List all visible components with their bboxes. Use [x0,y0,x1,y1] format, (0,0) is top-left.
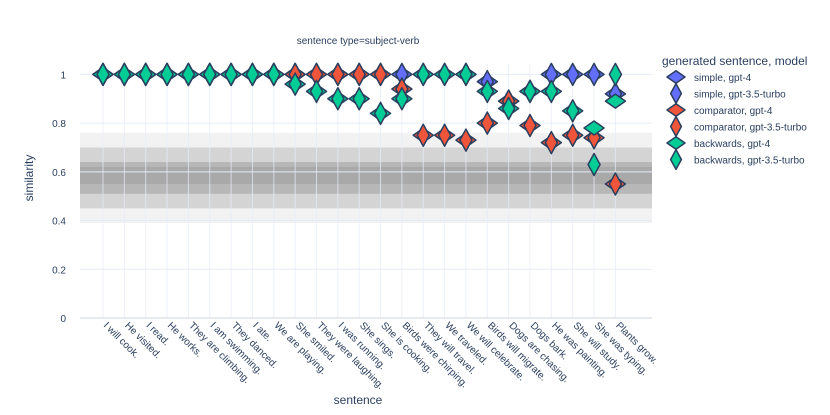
data-point[interactable] [160,62,174,87]
data-point[interactable] [437,123,452,148]
data-point[interactable] [373,101,388,126]
data-point[interactable] [480,79,495,104]
chart-title: sentence type=subject-verb [297,36,420,47]
y-tick-label: 0.8 [52,119,66,130]
y-tick-label: 0 [60,314,66,325]
x-axis-title: sentence [334,393,383,407]
data-point[interactable] [203,62,217,87]
data-point[interactable] [352,62,366,87]
legend-label: backwards, gpt-3.5-turbo [694,156,805,167]
data-point[interactable] [459,128,473,152]
data-point[interactable] [373,62,388,87]
reference-bands [80,132,652,223]
data-point[interactable] [544,130,559,155]
y-tick-label: 0.4 [52,217,66,228]
data-point[interactable] [309,79,324,104]
data-point[interactable] [480,111,495,135]
data-point[interactable] [288,72,302,96]
data-point[interactable] [267,62,281,87]
data-point[interactable] [224,62,238,87]
data-point[interactable] [523,113,537,138]
legend-label: backwards, gpt-4 [694,139,771,150]
y-tick-label: 0.2 [52,265,66,276]
data-point[interactable] [395,86,409,111]
data-marks [92,62,627,196]
data-point[interactable] [138,62,153,87]
data-point[interactable] [587,152,601,177]
legend-title: generated sentence, model [662,54,807,68]
data-point[interactable] [608,172,623,196]
y-tick-label: 0.6 [52,168,66,179]
legend-items: simple, gpt-4 simple, gpt-3.5-turbo compar… [666,69,807,171]
legend-item[interactable]: backwards, gpt-3.5-turbo [669,148,805,171]
reference-band-3 [80,166,652,184]
data-point[interactable] [565,99,580,123]
legend-label: comparator, gpt-3.5-turbo [694,123,807,134]
data-point[interactable] [544,79,559,104]
data-point[interactable] [608,62,623,87]
legend: generated sentence, model simple, gpt-4s… [662,54,807,171]
data-point[interactable] [565,123,580,148]
y-axis-title: similarity [22,155,36,202]
legend-label: comparator, gpt-4 [694,106,773,117]
y-tick-label: 1 [60,70,66,81]
data-point[interactable] [583,120,605,136]
data-point[interactable] [96,62,110,87]
data-point[interactable] [604,93,627,109]
y-tick-labels: 0 0.2 0.4 0.6 0.8 1 [52,70,66,325]
data-point[interactable] [523,79,537,104]
data-point[interactable] [331,86,345,111]
data-point[interactable] [352,86,366,111]
data-point[interactable] [501,96,516,121]
data-point[interactable] [587,62,601,87]
data-point[interactable] [331,62,345,87]
data-point[interactable] [459,62,473,87]
legend-label: simple, gpt-3.5-turbo [694,90,786,101]
data-point[interactable] [245,62,260,87]
legend-label: simple, gpt-4 [694,73,752,84]
data-point[interactable] [437,62,452,87]
data-point[interactable] [117,62,132,87]
data-point[interactable] [181,62,196,87]
gridlines [80,64,652,319]
data-point[interactable] [416,62,430,87]
legend-marker [669,148,683,171]
data-point[interactable] [565,62,580,87]
series-5 [96,62,623,177]
data-point[interactable] [416,123,430,148]
